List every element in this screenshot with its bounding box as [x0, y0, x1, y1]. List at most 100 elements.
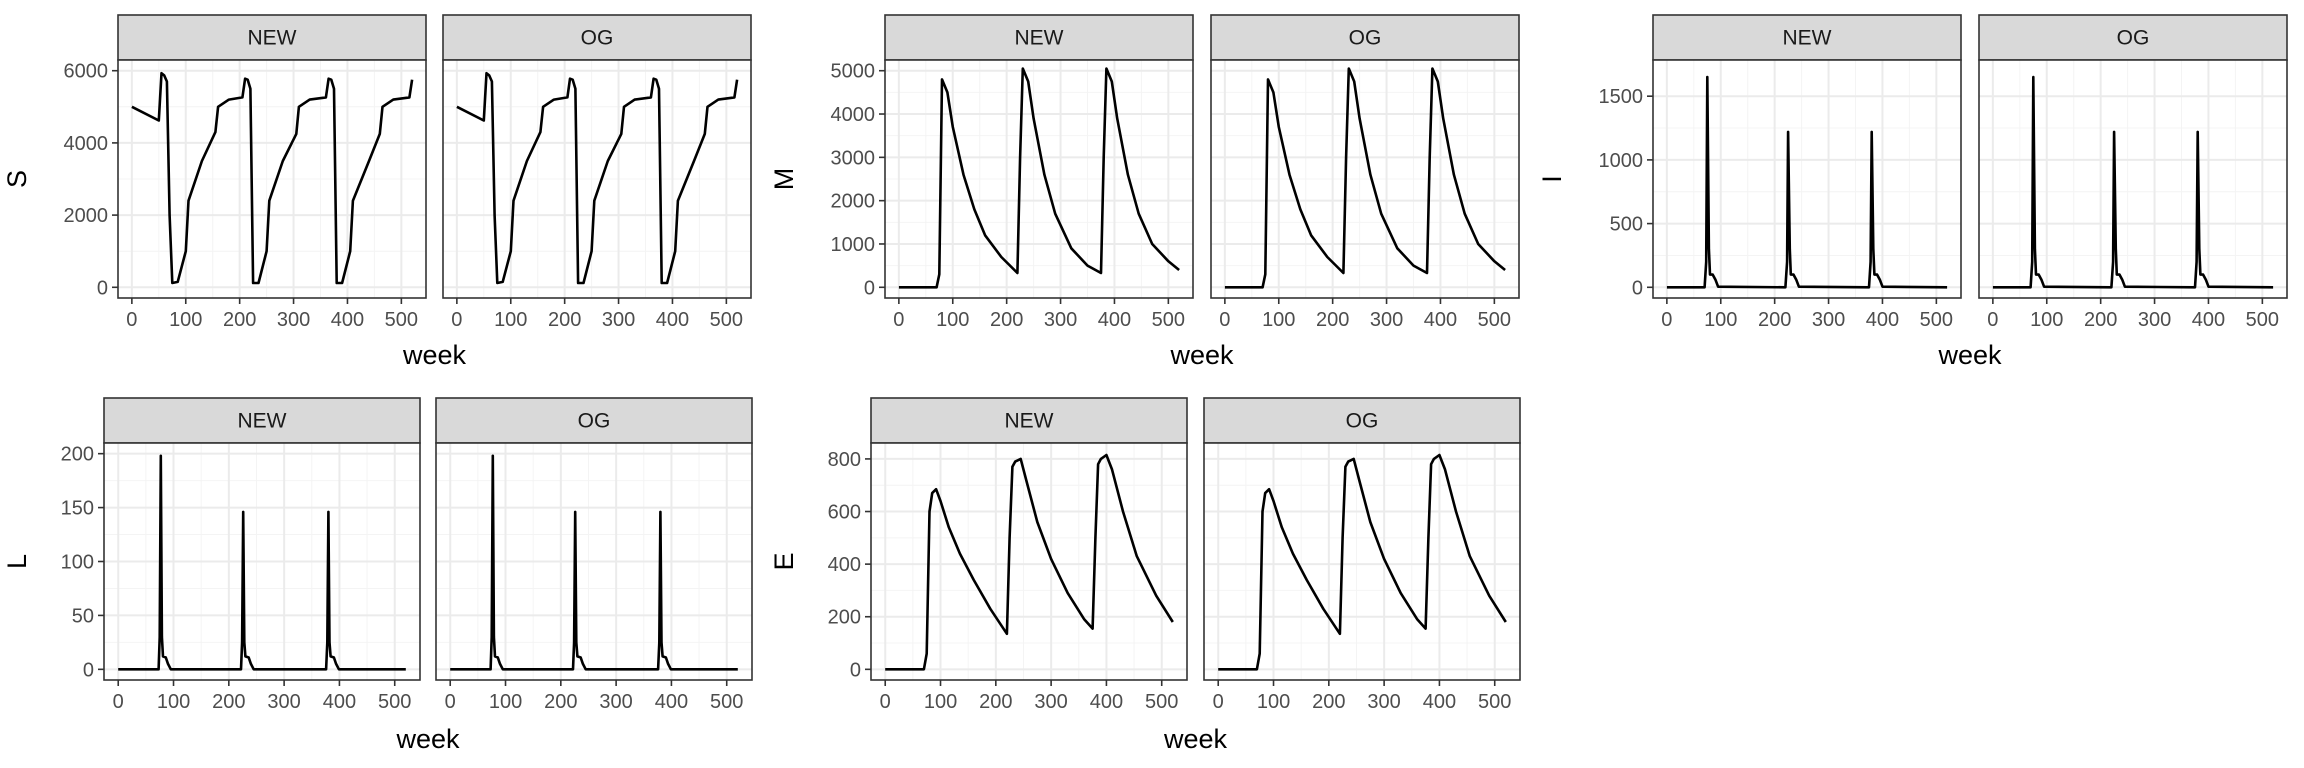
y-tick-label: 1000 [831, 234, 876, 256]
chart-l: NEW 0 100 200 300 400 500 0 50 100 150 200 OG 0 100 200… [2, 397, 753, 754]
x-tick-label: 100 [936, 309, 969, 331]
x-tick-label: 0 [113, 691, 124, 713]
x-tick-label: 400 [655, 691, 688, 713]
x-axis-title: week [1169, 340, 1234, 370]
series-line-new [898, 67, 1180, 289]
x-tick-label: 400 [1866, 309, 1899, 331]
series-line-og [1218, 453, 1507, 671]
y-tick-label: 100 [61, 552, 94, 574]
y-tick-label: 6000 [64, 61, 109, 83]
series-line-og [450, 454, 738, 671]
x-tick-label: 300 [277, 309, 310, 331]
y-tick-label: 400 [828, 554, 861, 576]
x-tick-label: 500 [2246, 309, 2279, 331]
panel-border [117, 59, 427, 299]
facet-strip-label: OG [1349, 27, 1382, 50]
x-tick-label: 100 [1257, 691, 1290, 713]
y-tick-label: 4000 [64, 133, 109, 155]
x-tick-label: 400 [656, 309, 689, 331]
y-tick-label: 600 [828, 502, 861, 524]
x-tick-label: 0 [1219, 309, 1230, 331]
y-tick-label: 50 [72, 605, 94, 627]
y-tick-label: 2000 [831, 191, 876, 213]
x-tick-label: 500 [1478, 309, 1511, 331]
facet-strip [1652, 14, 1962, 61]
x-tick-label: 200 [212, 691, 245, 713]
x-tick-label: 400 [323, 691, 356, 713]
facet-strip-label: NEW [248, 27, 297, 50]
x-tick-label: 400 [1090, 691, 1123, 713]
series-line-og [1224, 67, 1506, 289]
panel-i-og: OG 0 100 200 300 400 500 [1978, 14, 2288, 331]
x-tick-label: 200 [990, 309, 1023, 331]
facet-strip [442, 14, 752, 61]
panel-border [1210, 59, 1520, 299]
facet-strip-label: OG [581, 27, 614, 50]
x-tick-label: 100 [1704, 309, 1737, 331]
x-tick-label: 300 [2138, 309, 2171, 331]
x-tick-label: 400 [1423, 691, 1456, 713]
y-axis-title: E [769, 552, 799, 570]
x-tick-label: 0 [126, 309, 137, 331]
x-tick-label: 400 [1424, 309, 1457, 331]
x-tick-label: 500 [385, 309, 418, 331]
x-axis-title: week [1163, 724, 1228, 754]
facet-strip-label: NEW [1783, 27, 1832, 50]
x-tick-label: 100 [494, 309, 527, 331]
series-line-new [131, 71, 414, 285]
x-tick-label: 100 [924, 691, 957, 713]
x-tick-label: 100 [489, 691, 522, 713]
facet-strip-label: NEW [1015, 27, 1064, 50]
panel-border [870, 442, 1188, 681]
y-tick-label: 150 [61, 498, 94, 520]
x-tick-label: 200 [548, 309, 581, 331]
series-line-new [118, 454, 406, 671]
x-tick-label: 300 [1034, 691, 1067, 713]
x-tick-label: 200 [1758, 309, 1791, 331]
x-tick-label: 500 [710, 691, 743, 713]
facet-strip [1203, 397, 1521, 444]
series-line-new [1666, 75, 1948, 289]
x-tick-label: 100 [169, 309, 202, 331]
y-axis-title: S [2, 170, 32, 188]
series-line-og [1992, 75, 2274, 289]
x-tick-label: 300 [1812, 309, 1845, 331]
x-tick-label: 500 [1920, 309, 1953, 331]
facet-strip [435, 397, 753, 444]
x-tick-label: 200 [1312, 691, 1345, 713]
y-tick-label: 4000 [831, 104, 876, 126]
panel-border [435, 442, 753, 681]
facet-strip [103, 397, 421, 444]
x-tick-label: 200 [1316, 309, 1349, 331]
x-tick-label: 300 [267, 691, 300, 713]
y-tick-label: 0 [864, 277, 875, 299]
y-tick-label: 2000 [64, 205, 109, 227]
x-tick-label: 500 [710, 309, 743, 331]
panel-l-new: NEW 0 100 200 300 400 500 0 50 100 150 200 [61, 397, 421, 713]
panel-l-og: OG 0 100 200 300 400 500 [435, 397, 753, 713]
x-tick-label: 300 [1367, 691, 1400, 713]
x-tick-label: 200 [979, 691, 1012, 713]
y-tick-label: 500 [1610, 214, 1643, 236]
facet-strip-label: OG [1346, 410, 1379, 433]
y-axis-title: M [769, 168, 799, 191]
facet-strip-label: OG [2117, 27, 2150, 50]
facet-strip-label: OG [578, 410, 611, 433]
panel-e-og: OG 0 100 200 300 400 500 [1203, 397, 1521, 713]
facet-strip [884, 14, 1194, 61]
y-tick-label: 1000 [1599, 150, 1644, 172]
x-tick-label: 0 [451, 309, 462, 331]
y-tick-label: 200 [828, 607, 861, 629]
x-tick-label: 300 [1044, 309, 1077, 331]
y-tick-label: 1500 [1599, 86, 1644, 108]
panel-border [1203, 442, 1521, 681]
x-tick-label: 100 [157, 691, 190, 713]
chart-i: NEW 0 100 200 300 400 500 0 500 1000 1500 OG 0 100 200… [1537, 14, 2288, 370]
x-tick-label: 400 [2192, 309, 2225, 331]
x-tick-label: 200 [2084, 309, 2117, 331]
y-tick-label: 0 [97, 277, 108, 299]
chart-e: NEW 0 100 200 300 400 500 0 200 400 600 800 OG 0 100 20… [769, 397, 1521, 754]
x-tick-label: 500 [378, 691, 411, 713]
panel-border [1652, 59, 1962, 299]
